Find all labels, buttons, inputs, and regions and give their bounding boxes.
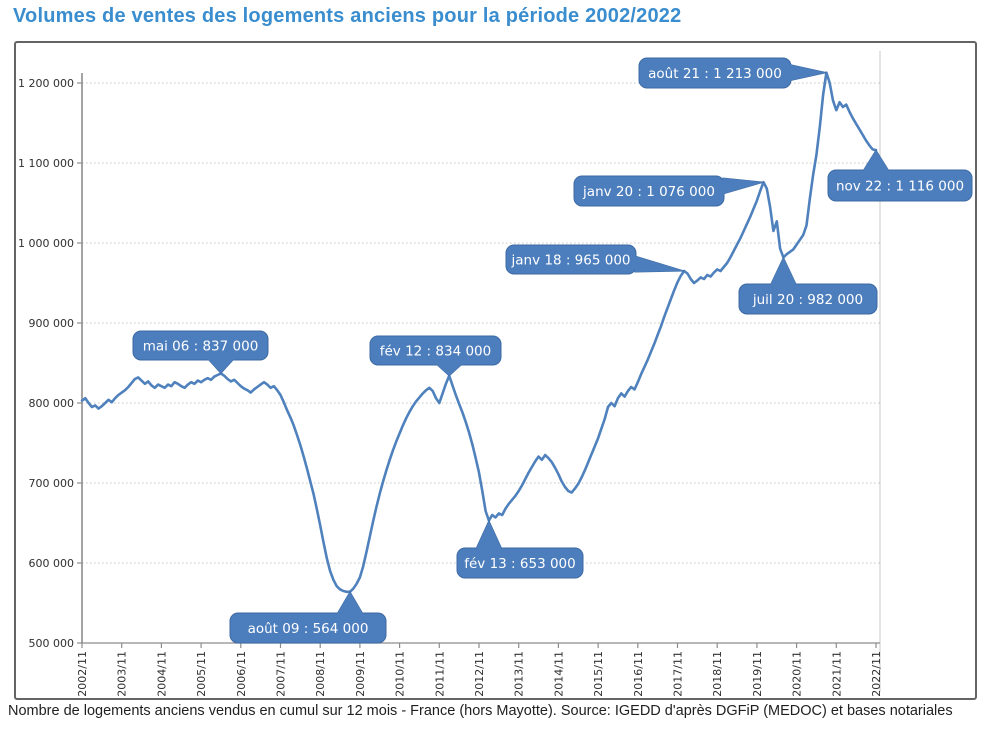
callout-tail-fill (207, 359, 234, 374)
y-tick-label: 800 000 (29, 397, 75, 410)
callout-box (132, 330, 269, 361)
chart-panel: 500 000 600 000 700 000 800 000 900 000 1 000… (14, 41, 977, 700)
x-tick-label: 2013/11 (513, 651, 526, 697)
x-tick-label: 2009/11 (354, 651, 367, 697)
callout-tail-fill (436, 364, 463, 376)
callout-box (369, 335, 502, 366)
x-tick-label: 2016/11 (632, 651, 645, 697)
y-tick-label: 1 100 000 (18, 157, 74, 170)
x-tick-label: 2015/11 (592, 651, 605, 697)
x-tick-label: 2010/11 (394, 651, 407, 697)
y-tick-label: 500 000 (29, 637, 75, 650)
x-tick-label: 2005/11 (195, 651, 208, 697)
x-tick-label: 2022/11 (870, 651, 883, 697)
callout-box (456, 547, 584, 579)
callout-label: nov 22 : 1 116 000 (836, 179, 964, 195)
callout-label: août 21 : 1 213 000 (648, 66, 782, 82)
x-tick-label: 2014/11 (552, 651, 565, 697)
callout-tail-fill (790, 64, 827, 81)
x-tick-label: 2007/11 (275, 651, 288, 697)
x-tick-label: 2008/11 (314, 651, 327, 697)
callout-box (827, 169, 973, 202)
callout-label: fév 13 : 653 000 (464, 556, 575, 572)
y-tick-label: 1 000 000 (18, 237, 74, 250)
chart-footnote: Nombre de logements anciens vendus en cu… (8, 703, 953, 719)
callout-label: mai 06 : 837 000 (143, 339, 259, 355)
callout-tail-fill (475, 520, 502, 549)
callout-label: janv 20 : 1 076 000 (582, 184, 715, 200)
y-tick-label: 600 000 (29, 557, 75, 570)
callout-label: janv 18 : 965 000 (511, 253, 631, 269)
y-tick-label: 900 000 (29, 317, 75, 330)
callout-tail-fill (337, 591, 363, 614)
x-tick-label: 2002/11 (76, 651, 89, 697)
chart-title: Volumes de ventes des logements anciens … (13, 5, 682, 27)
x-tick-label: 2006/11 (235, 651, 248, 697)
x-tick-label: 2003/11 (116, 651, 129, 697)
callout-tail-fill (723, 178, 764, 194)
x-tick-label: 2011/11 (433, 651, 446, 697)
callout-box (738, 283, 878, 315)
x-tick-label: 2017/11 (672, 651, 685, 697)
x-tick-label: 2018/11 (711, 651, 724, 697)
x-tick-label: 2012/11 (473, 651, 486, 697)
y-tick-label: 1 200 000 (18, 77, 74, 90)
callout-tail-fill (863, 150, 889, 171)
x-tick-label: 2021/11 (830, 651, 843, 697)
y-tick-label: 700 000 (29, 477, 75, 490)
callout-label: fév 12 : 834 000 (380, 344, 491, 360)
x-tick-label: 2019/11 (751, 651, 764, 697)
callout-tail-fill (635, 256, 685, 272)
callout-label: juil 20 : 982 000 (752, 292, 863, 308)
callout-tail-fill (770, 257, 797, 285)
x-tick-label: 2020/11 (791, 651, 804, 697)
callout-label: août 09 : 564 000 (248, 621, 369, 637)
callout-box (229, 612, 387, 644)
sales-volume-line-chart: 500 000 600 000 700 000 800 000 900 000 1 000… (18, 51, 973, 697)
sales-line (80, 71, 878, 594)
x-tick-label: 2004/11 (155, 651, 168, 697)
